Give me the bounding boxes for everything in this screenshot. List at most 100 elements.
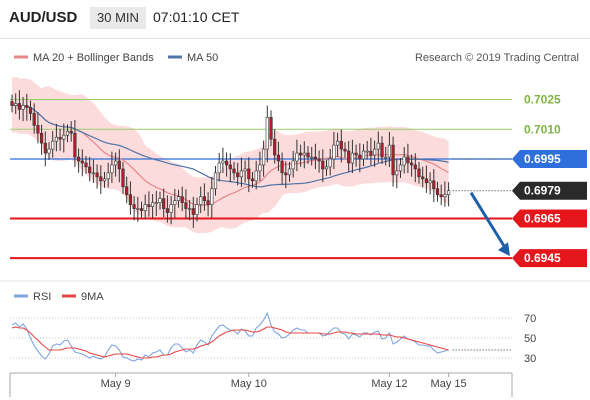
price-chart[interactable]: MA 20 + Bollinger Bands MA 50 Research ©… <box>0 40 590 280</box>
rsi-tick-label: 70 <box>524 313 536 325</box>
rsi-chart[interactable]: RSI 9MA 70 50 30 May 9 May 10 May 12 May 15 <box>0 280 590 400</box>
candle <box>176 189 181 208</box>
candle <box>380 136 384 164</box>
credit-label: Research © 2019 Trading Central <box>415 52 579 64</box>
candle <box>347 140 351 172</box>
candle <box>291 150 295 178</box>
candle-body <box>225 160 229 166</box>
candle <box>395 159 399 189</box>
candle <box>261 140 266 177</box>
candle-body <box>136 208 140 210</box>
candle <box>417 161 421 184</box>
candle-body <box>102 178 107 182</box>
candle-body <box>202 196 207 201</box>
candle-body <box>310 156 314 159</box>
candle-body <box>380 142 384 158</box>
candle-body <box>258 164 262 172</box>
candle <box>384 146 388 166</box>
candle-body <box>169 204 173 213</box>
candle-body <box>91 172 95 175</box>
candle-body <box>295 152 299 162</box>
candle <box>62 123 66 153</box>
candle <box>162 188 166 218</box>
candle <box>421 166 425 188</box>
price-tags: 0.7025 0.7010 0.6995 0.6979 0.6965 0.6945 <box>512 93 587 268</box>
candle-body <box>154 202 158 204</box>
candle <box>409 154 414 177</box>
candle-body <box>206 200 210 205</box>
candle <box>236 162 240 186</box>
candle-body <box>58 136 62 140</box>
candle <box>99 165 103 195</box>
candle-body <box>10 101 14 106</box>
candle-body <box>25 105 29 108</box>
candle-body <box>365 150 369 153</box>
candle <box>151 194 155 219</box>
candle <box>158 191 162 210</box>
candle-body <box>247 168 251 180</box>
candle <box>39 124 44 155</box>
candle <box>217 152 221 182</box>
candle <box>80 149 84 177</box>
candle-body <box>139 208 144 211</box>
candle-body <box>54 136 58 142</box>
timeframe-badge[interactable]: 30 MIN <box>90 7 146 29</box>
candle-body <box>273 138 277 156</box>
candle <box>125 176 129 204</box>
candle-body <box>21 105 25 110</box>
candle-body <box>439 194 443 197</box>
candle-body <box>165 208 170 213</box>
candle <box>25 93 29 121</box>
candle <box>339 129 343 163</box>
candle <box>317 150 321 173</box>
candle-body <box>343 148 347 152</box>
candle <box>258 151 262 182</box>
candle-body <box>413 164 417 170</box>
candle <box>439 184 443 206</box>
candle <box>310 146 314 166</box>
candle <box>298 144 303 167</box>
candle <box>432 169 436 203</box>
candle <box>228 153 232 183</box>
candle <box>328 148 332 176</box>
candle <box>47 142 51 160</box>
ma20-legend-label: MA 20 + Bollinger Bands <box>33 52 154 64</box>
candle-body <box>65 130 70 136</box>
candle-body <box>347 150 351 164</box>
forecast-arrow-head <box>498 242 510 257</box>
candle-body <box>350 152 355 164</box>
candle <box>73 119 77 168</box>
candle-body <box>95 172 99 178</box>
candle <box>391 136 395 187</box>
candle-body <box>421 176 425 180</box>
candle-body <box>228 164 232 170</box>
candle-body <box>321 160 325 170</box>
candle-body <box>306 152 310 158</box>
candle-body <box>236 172 240 178</box>
candle <box>361 144 366 166</box>
candle-body <box>276 154 281 162</box>
candle <box>387 131 392 168</box>
candle <box>180 186 184 212</box>
candle-body <box>47 148 51 154</box>
candle-body <box>417 168 421 178</box>
ma50-legend-label: MA 50 <box>187 52 218 64</box>
candle-body <box>77 156 81 162</box>
candle-body <box>402 156 406 166</box>
rsi-legend-label: RSI <box>33 291 51 303</box>
candle <box>191 196 195 228</box>
candle-body <box>428 180 432 184</box>
candle <box>239 157 244 187</box>
candle-body <box>217 162 221 174</box>
candle <box>280 152 284 185</box>
candle-body <box>173 200 177 205</box>
candle <box>17 90 22 120</box>
candle-body <box>384 156 388 159</box>
candle <box>28 100 33 121</box>
candle-body <box>110 164 114 174</box>
candle-body <box>188 208 192 210</box>
candle <box>10 94 14 113</box>
candle-body <box>339 140 343 150</box>
candle <box>332 131 336 170</box>
candle-body <box>199 196 203 205</box>
